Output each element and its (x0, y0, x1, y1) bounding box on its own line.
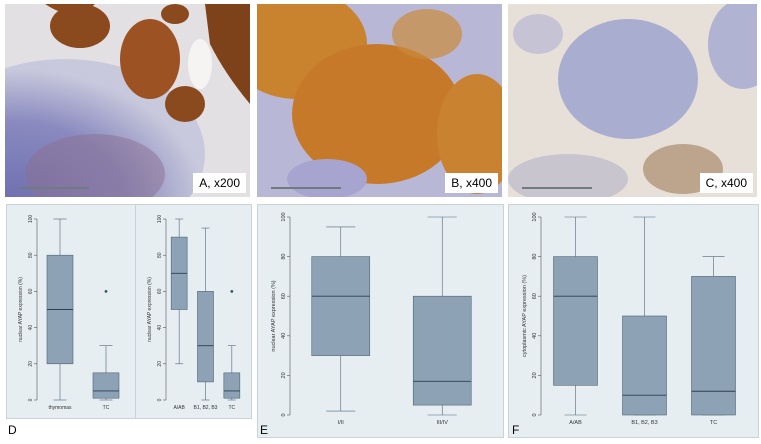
box-2 (412, 216, 472, 416)
micrograph-b-image (257, 4, 502, 197)
y-tick-label: 100 (532, 212, 538, 221)
category-label: B1, B2, B3 (631, 420, 657, 426)
box-iqr (553, 256, 598, 386)
box-2 (622, 216, 667, 416)
box-2 (92, 290, 120, 401)
photo-label-b: B, x400 (445, 173, 498, 193)
box-iqr (197, 291, 214, 383)
y-tick-label: 60 (532, 293, 538, 299)
scale-bar (522, 187, 592, 189)
panel-f-boxplot: 0 20 40 60 80 100 cytoplasmic AYAP expression … (522, 212, 736, 426)
micrograph-c-image (508, 4, 757, 197)
y-tick-label: 80 (532, 254, 538, 260)
category-label: TC (228, 405, 235, 411)
y-tick-label: 20 (532, 372, 538, 378)
panel-letter-d: D (8, 423, 17, 437)
y-tick-label: 60 (281, 293, 287, 299)
y-tick-label: 40 (157, 325, 163, 331)
y-tick-label: 60 (157, 288, 163, 294)
y-tick-label: 80 (28, 252, 34, 258)
panel-letter-f: F (512, 423, 520, 437)
category-label: I/II (338, 420, 345, 426)
category-label: A/AB (569, 420, 582, 426)
y-tick-label: 0 (281, 413, 287, 416)
micrograph-c: C, x400 (508, 4, 757, 197)
box-1 (553, 216, 598, 416)
box-iqr (223, 372, 241, 399)
outlier-point (104, 290, 108, 293)
y-tick-label: 40 (281, 333, 287, 339)
y-axis-label: cytoplasmic AYAP expression (%) (522, 275, 528, 357)
category-label: TC (710, 420, 717, 426)
panel-e-boxplot: 0 20 40 60 80 100 nuclear AYAP expression (%) I… (271, 212, 472, 426)
y-tick-label: 0 (28, 398, 34, 401)
y-tick-label: 100 (157, 215, 163, 224)
category-label: B1, B2, B3 (194, 405, 218, 411)
y-tick-label: 0 (157, 398, 163, 401)
y-axis-label: nuclear AYAP expression (%) (147, 277, 153, 342)
micrograph-a-image (5, 4, 250, 197)
panel-d-right-plot-area: 0 20 40 60 80 100 nuclear AYAP expression (%) A… (135, 204, 252, 419)
y-tick-label: 80 (281, 254, 287, 260)
box-1 (46, 218, 74, 401)
category-label: III/IV (437, 420, 449, 426)
box-iqr (622, 315, 667, 416)
scale-bar (271, 187, 341, 189)
box-1 (311, 226, 371, 412)
panel-e-plot-area: 0 20 40 60 80 100 nuclear AYAP expression (%) I… (257, 204, 504, 438)
category-label: TC (103, 405, 110, 411)
panel-letter-e: E (260, 423, 269, 437)
y-tick-label: 20 (157, 361, 163, 367)
y-axis-label: nuclear AYAP expression (%) (18, 277, 24, 342)
box-3 (223, 290, 241, 401)
box-iqr (412, 295, 472, 406)
panel-d-left-boxplot: 0 20 40 60 80 100 nuclear AYAP expression (%) t… (18, 215, 120, 411)
y-tick-label: 100 (281, 212, 287, 221)
photo-label-a: A, x200 (193, 173, 246, 193)
outlier-point (230, 290, 234, 293)
box-iqr (92, 372, 120, 399)
y-tick-label: 100 (28, 215, 34, 224)
panel-d-right-boxplot: 0 20 40 60 80 100 nuclear AYAP expression (%) A… (147, 215, 241, 411)
panel-f-plot-area: 0 20 40 60 80 100 cytoplasmic AYAP expression … (508, 204, 759, 438)
y-axis-label: nuclear AYAP expression (%) (271, 280, 277, 351)
box-3 (691, 256, 736, 416)
micrograph-b: B, x400 (257, 4, 502, 197)
category-label: A/AB (173, 405, 185, 411)
y-tick-label: 40 (532, 333, 538, 339)
micrograph-a: A, x200 (5, 4, 250, 197)
y-tick-label: 20 (281, 372, 287, 378)
y-tick-label: 80 (157, 252, 163, 258)
box-2 (197, 227, 214, 401)
y-tick-label: 0 (532, 413, 538, 416)
scale-bar (19, 187, 89, 189)
y-tick-label: 40 (28, 325, 34, 331)
box-1 (170, 218, 188, 365)
box-iqr (691, 276, 736, 416)
box-iqr (311, 256, 371, 356)
y-tick-label: 60 (28, 288, 34, 294)
panel-d-left-plot-area: 0 20 40 60 80 100 nuclear AYAP expression (%) t… (6, 204, 136, 419)
photo-label-c: C, x400 (699, 173, 753, 193)
y-tick-label: 20 (28, 361, 34, 367)
category-label: thymomas (48, 405, 72, 411)
